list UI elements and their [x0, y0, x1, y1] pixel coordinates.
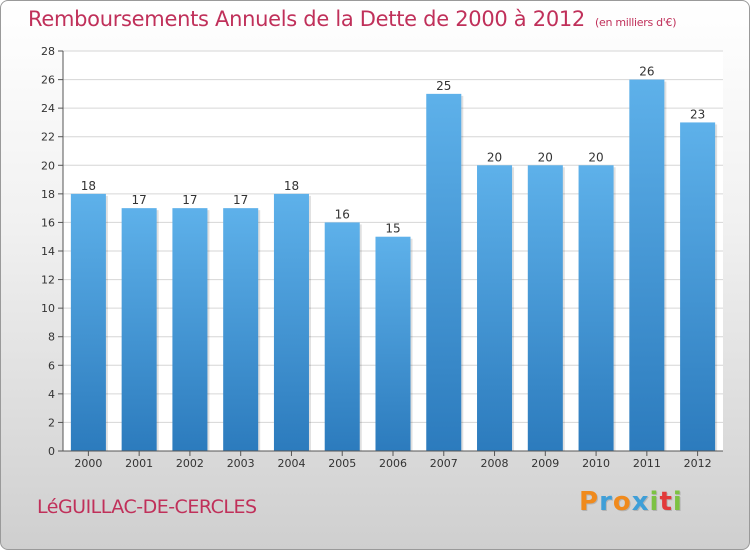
data-label: 25 — [436, 79, 451, 93]
y-tick-label: 8 — [48, 331, 55, 344]
data-label: 17 — [132, 193, 147, 207]
commune-name: LéGUILLAC-DE-CERCLES — [37, 496, 257, 518]
x-axis: 2000 2001 2002 2003 2004 2005 2006 2007 2008 2009… — [63, 450, 723, 470]
y-tick-label: 24 — [41, 102, 55, 115]
chart-title-text: Remboursements Annuels de la Dette de 20… — [28, 7, 585, 31]
chart-subtitle: (en milliers d'€) — [595, 16, 677, 29]
data-label: 17 — [233, 193, 248, 207]
bar — [121, 208, 157, 451]
x-tick-label: 2008 — [481, 457, 509, 470]
bar — [172, 208, 208, 451]
bar — [527, 165, 563, 452]
bar — [477, 165, 513, 452]
bar — [273, 193, 309, 451]
bar — [70, 193, 106, 451]
logo-letter: i — [649, 487, 660, 517]
bar — [324, 222, 360, 451]
y-tick-label: 0 — [48, 445, 55, 458]
logo-letter: x — [631, 487, 650, 517]
data-label: 18 — [284, 179, 299, 193]
bar — [578, 165, 614, 452]
x-tick-label: 2009 — [531, 457, 559, 470]
y-tick-label: 26 — [41, 74, 55, 87]
data-label: 20 — [588, 150, 603, 164]
y-tick-label: 4 — [48, 388, 55, 401]
y-tick-label: 28 — [41, 45, 55, 58]
y-tick-label: 12 — [41, 274, 55, 287]
x-tick-label: 2006 — [379, 457, 407, 470]
proxiti-logo: Proxiti — [579, 487, 683, 517]
y-tick-label: 10 — [41, 302, 55, 315]
y-tick-label: 16 — [41, 216, 55, 229]
x-tick-label: 2000 — [74, 457, 102, 470]
y-tick-label: 18 — [41, 188, 55, 201]
data-label: 17 — [182, 193, 197, 207]
chart-title: Remboursements Annuels de la Dette de 20… — [28, 7, 676, 31]
data-label: 16 — [335, 207, 350, 221]
x-tick-label: 2003 — [227, 457, 255, 470]
bar — [223, 208, 259, 451]
data-label: 15 — [385, 222, 400, 236]
data-label: 26 — [639, 65, 654, 79]
x-tick-label: 2007 — [430, 457, 458, 470]
logo-letter: r — [599, 487, 613, 517]
bar — [426, 93, 462, 451]
data-label: 20 — [487, 150, 502, 164]
logo-letter: P — [579, 487, 600, 517]
data-label: 23 — [690, 107, 705, 121]
x-tick-label: 2012 — [684, 457, 712, 470]
x-tick-label: 2001 — [125, 457, 153, 470]
data-label: 20 — [538, 150, 553, 164]
y-tick-label: 6 — [48, 359, 55, 372]
bar — [680, 122, 716, 451]
x-tick-label: 2010 — [582, 457, 610, 470]
y-tick-label: 22 — [41, 131, 55, 144]
y-tick-label: 14 — [41, 245, 55, 258]
bar — [629, 79, 665, 452]
x-tick-label: 2011 — [633, 457, 661, 470]
x-tick-label: 2002 — [176, 457, 204, 470]
x-tick-label: 2005 — [328, 457, 356, 470]
x-tick-label: 2004 — [277, 457, 305, 470]
bar — [375, 236, 411, 451]
bars: 18 17 17 17 18 16 15 25 20 20 20 26 23 — [70, 65, 718, 452]
y-tick-label: 2 — [48, 416, 55, 429]
logo-letter: t — [659, 487, 673, 517]
logo-letter: o — [612, 487, 632, 517]
y-tick-label: 20 — [41, 159, 55, 172]
logo-letter: i — [672, 487, 683, 517]
data-label: 18 — [81, 179, 96, 193]
